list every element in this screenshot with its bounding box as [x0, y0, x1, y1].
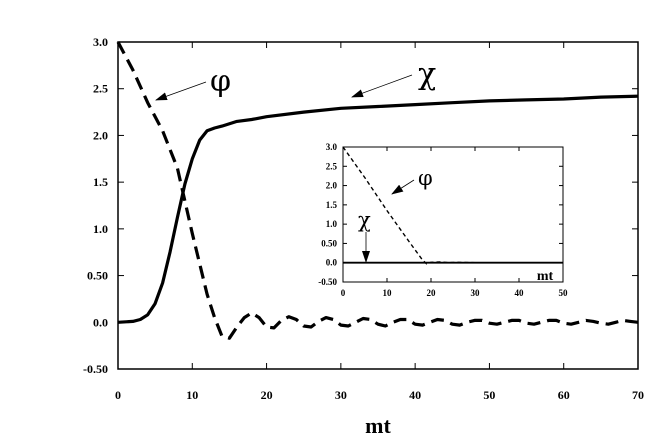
- inset-x-tick-label: 10: [383, 288, 393, 298]
- inset-x-tick-labels: 0 10 20 30 40 50: [341, 288, 568, 298]
- main-y-tick-label: 1.5: [93, 175, 108, 189]
- inset-y-tick-label: 0.0: [326, 258, 338, 268]
- inset-y-tick-label: 2.0: [326, 181, 338, 191]
- main-series-phi-line: [116, 41, 639, 340]
- inset-y-tick-label: 1.0: [326, 219, 338, 229]
- main-x-tick-label: 70: [632, 388, 644, 402]
- main-series-chi-line: [117, 94, 639, 324]
- main-x-tick-label: 20: [261, 388, 273, 402]
- inset-x-tick-label: 0: [341, 288, 346, 298]
- inset-x-tick-label: 30: [471, 288, 481, 298]
- inset-y-tick-label: 2.5: [326, 161, 338, 171]
- main-x-axis-label: mt: [365, 413, 391, 438]
- inset-chi-annotation-label: χ: [358, 208, 371, 232]
- main-y-tick-labels: 3.0 2.5 2.0 1.5 1.0 0.50 0.0 -0.50: [83, 35, 108, 376]
- inset-ticks: [342, 146, 564, 283]
- main-x-tick-label: 10: [186, 388, 198, 402]
- main-plot: 3.0 2.5 2.0 1.5 1.0 0.50 0.0 -0.50 0 10 20 30 40 50 6…: [83, 35, 644, 438]
- inset-x-axis-label: mt: [537, 269, 554, 284]
- inset-phi-annotation-arrow: [391, 179, 415, 195]
- main-x-tick-labels: 0 10 20 30 40 50 60 70: [115, 388, 644, 402]
- main-y-tick-label: 3.0: [93, 35, 108, 49]
- chi-annotation-arrow: [351, 74, 413, 98]
- main-y-tick-label: 0.50: [87, 269, 108, 283]
- phi-annotation-label: φ: [210, 64, 231, 99]
- inset-x-tick-label: 50: [559, 288, 569, 298]
- main-x-tick-label: 60: [558, 388, 570, 402]
- main-y-tick-label: 1.0: [93, 222, 108, 236]
- main-y-tick-label: 2.5: [93, 82, 108, 96]
- main-x-tick-label: 40: [409, 388, 421, 402]
- chi-annotation-label: χ: [418, 57, 436, 92]
- inset-plot-frame: [342, 146, 564, 283]
- main-plot-frame: [117, 41, 639, 370]
- main-x-tick-label: 50: [483, 388, 495, 402]
- inset-series-lines: [342, 146, 563, 265]
- inset-y-tick-label: -0.50: [318, 277, 337, 287]
- main-x-tick-label: 0: [115, 388, 121, 402]
- main-y-tick-label: 0.0: [93, 315, 108, 329]
- inset-y-tick-label: 3.0: [326, 142, 338, 152]
- inset-y-tick-label: 1.5: [326, 200, 338, 210]
- phi-annotation-arrow: [155, 81, 207, 101]
- inset-phi-annotation-label: φ: [418, 166, 433, 190]
- inset-y-tick-label: 0.50: [321, 238, 337, 248]
- main-y-tick-label: 2.0: [93, 128, 108, 142]
- inset-x-tick-label: 40: [515, 288, 525, 298]
- main-x-tick-label: 30: [335, 388, 347, 402]
- inset-x-tick-label: 20: [427, 288, 437, 298]
- inset-y-tick-labels: 3.0 2.5 2.0 1.5 1.0 0.50 0.0 -0.50: [318, 142, 337, 287]
- inset-plot: 3.02.52.01.51.00.500.0-0.50 0 10 20 30 40 50 …: [318, 142, 568, 298]
- main-series-lines: [116, 41, 639, 340]
- main-y-tick-label: -0.50: [83, 362, 108, 376]
